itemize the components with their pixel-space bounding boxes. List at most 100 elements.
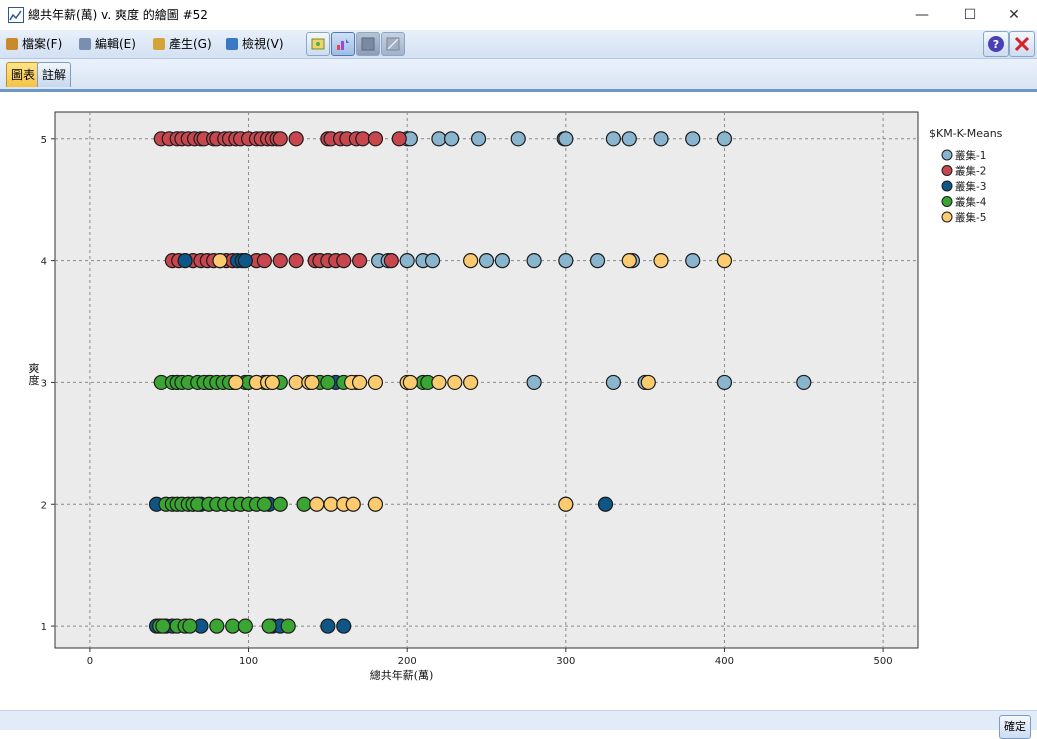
interactions-button[interactable] <box>306 32 330 56</box>
region-button[interactable] <box>381 32 405 56</box>
data-point <box>323 496 339 512</box>
data-point <box>605 374 622 391</box>
data-point <box>447 374 463 391</box>
data-point <box>597 496 614 512</box>
data-point <box>399 253 415 269</box>
menu-generate-label: 產生(G) <box>169 37 212 51</box>
data-point <box>320 618 336 634</box>
y-tick-label: 1 <box>41 622 47 633</box>
data-point <box>237 253 253 269</box>
data-point <box>304 374 320 391</box>
data-point <box>653 253 669 269</box>
data-point <box>391 131 407 147</box>
data-point <box>182 618 198 634</box>
close-chart-button[interactable] <box>1009 31 1035 57</box>
data-point <box>367 131 384 147</box>
help-icon: ? <box>984 36 1008 60</box>
menu-generate[interactable]: 產生(G) <box>153 35 212 52</box>
help-button[interactable]: ? <box>983 31 1009 57</box>
menu-file[interactable]: 檔案(F) <box>6 35 62 52</box>
data-point <box>351 374 368 391</box>
data-point <box>716 131 733 147</box>
x-tick-label: 500 <box>874 656 893 667</box>
data-point <box>621 131 637 147</box>
data-point <box>526 374 542 391</box>
y-tick-label: 3 <box>41 378 47 389</box>
ok-button[interactable]: 確定 <box>999 715 1031 739</box>
data-point <box>443 131 460 147</box>
data-point <box>558 253 574 269</box>
data-point <box>558 496 574 512</box>
data-point <box>716 374 733 391</box>
svg-text:?: ? <box>993 38 999 51</box>
data-point <box>589 253 606 269</box>
y-axis-label: 度 <box>29 373 40 387</box>
y-tick-label: 4 <box>41 257 47 268</box>
data-point <box>716 253 733 269</box>
plot-group: 0 100 200 300 400 500 1 2 3 4 5 總共年薪(萬) 爽度 $KM-K-Mean… <box>29 111 1003 682</box>
data-point <box>470 131 487 147</box>
data-point <box>355 131 371 147</box>
folder-icon <box>6 38 18 50</box>
x-tick-label: 0 <box>87 656 93 667</box>
data-point <box>272 253 288 269</box>
tab-graph[interactable]: 圖表 <box>6 62 41 87</box>
menu-edit[interactable]: 編輯(E) <box>79 35 136 52</box>
legend-label: 叢集-5 <box>955 211 986 224</box>
menu-edit-label: 編輯(E) <box>95 37 136 51</box>
explore-mode-icon <box>332 39 354 59</box>
tab-annotations[interactable]: 註解 <box>37 62 72 87</box>
data-point <box>478 253 495 269</box>
x-axis-label: 總共年薪(萬) <box>370 668 434 682</box>
data-point <box>336 253 352 269</box>
bottom-bar: 確定 <box>0 710 1037 739</box>
interactions-icon <box>307 38 329 59</box>
title-bar: 總共年薪(萬) v. 爽度 的繪圖 #52 — ☐ ✕ <box>0 0 1037 31</box>
legend-marker <box>941 149 953 161</box>
data-point <box>431 131 447 147</box>
close-button[interactable]: ✕ <box>1008 7 1020 23</box>
data-point <box>264 374 280 391</box>
data-point <box>256 253 273 269</box>
menu-bar: 檔案(F) 編輯(E) 產生(G) 檢視(V) ? <box>0 30 1037 59</box>
data-point <box>463 374 479 391</box>
data-point <box>225 618 241 634</box>
data-point <box>351 253 368 269</box>
data-point <box>280 618 296 634</box>
data-point <box>320 374 336 391</box>
generate-icon <box>153 38 165 50</box>
x-tick-label: 400 <box>715 656 734 667</box>
data-point <box>288 131 304 147</box>
legend-marker <box>941 180 953 192</box>
edit-icon <box>79 38 91 50</box>
data-point <box>510 131 526 147</box>
legend-marker <box>941 196 953 207</box>
data-point <box>336 618 352 634</box>
menu-view-label: 檢視(V) <box>242 37 284 51</box>
data-point <box>209 618 225 634</box>
data-point <box>431 374 447 391</box>
data-point <box>621 253 637 269</box>
data-point <box>685 131 701 147</box>
data-point <box>272 131 288 147</box>
edit-mode-button[interactable] <box>356 32 380 56</box>
tab-bar: 圖表 註解 <box>0 59 1037 92</box>
data-point <box>345 496 361 512</box>
chart-app-icon <box>8 7 24 23</box>
legend-marker <box>941 165 953 176</box>
data-point <box>296 496 312 512</box>
maximize-button[interactable]: ☐ <box>963 7 977 23</box>
data-point <box>424 253 441 269</box>
data-point <box>640 374 656 391</box>
minimize-button[interactable]: — <box>915 7 929 23</box>
menu-file-label: 檔案(F) <box>22 37 63 51</box>
x-tick-label: 100 <box>239 656 258 667</box>
menu-view[interactable]: 檢視(V) <box>226 35 284 52</box>
explore-mode-button[interactable] <box>331 32 355 56</box>
data-point <box>526 253 542 269</box>
data-point <box>256 496 273 512</box>
data-point <box>309 496 325 512</box>
data-point <box>367 496 384 512</box>
legend-title: $KM-K-Means <box>929 127 1003 140</box>
edit-mode-icon <box>357 37 379 59</box>
